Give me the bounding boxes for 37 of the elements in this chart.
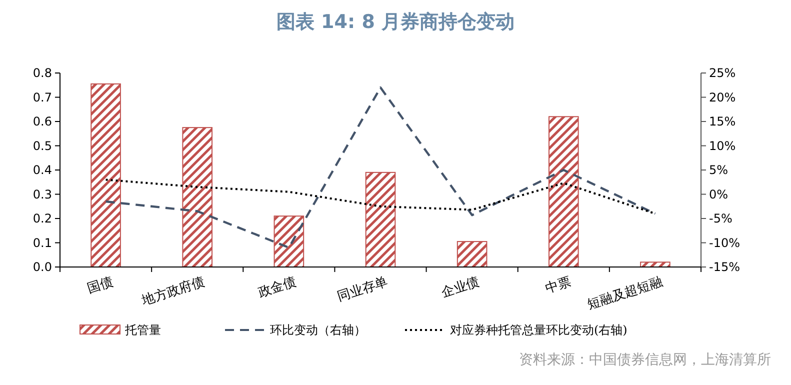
y-tick-label: 0.7 [32, 90, 52, 104]
x-tick-label: 国债 [86, 274, 116, 297]
bar [365, 172, 396, 268]
y2-tick-label: 5% [709, 163, 728, 177]
y-tick-label: 0.6 [32, 114, 52, 128]
x-tick-label: 短融及超短融 [586, 274, 664, 313]
y-tick-label: 0.5 [32, 138, 52, 153]
bar [90, 83, 121, 268]
x-tick-label: 政金债 [256, 274, 298, 301]
y2-tick-label: -5% [709, 212, 732, 226]
bar [548, 116, 579, 268]
x-tick-label: 中票 [544, 274, 573, 297]
y-tick-label: 0.0 [32, 260, 52, 274]
legend-label: 托管量 [124, 323, 161, 337]
x-tick-label: 地方政府债 [138, 274, 207, 310]
text: 资料来源：中国债券信息网，上海清算所 [519, 352, 771, 368]
y2-tick-label: -15% [709, 260, 740, 274]
bar [456, 241, 488, 268]
y-tick-label: 0.8 [32, 66, 52, 80]
y-tick-label: 0.1 [32, 236, 52, 250]
y2-tick-label: -10% [709, 236, 740, 250]
y2-tick-label: 20% [709, 90, 736, 104]
y2-tick-label: 15% [709, 114, 736, 128]
bar [274, 216, 304, 268]
x-tick-label: 同业存单 [336, 274, 390, 305]
legend-label: 环比变动（右轴） [270, 323, 366, 337]
bar [182, 127, 213, 268]
chart-title: 图表 14: 8 月券商持仓变动 [276, 11, 515, 33]
y-tick-label: 0.3 [32, 187, 52, 202]
y2-tick-label: 10% [709, 138, 736, 153]
y-tick-label: 0.4 [32, 163, 52, 177]
x-tick-label: 企业债 [440, 274, 482, 301]
y2-tick-label: 0% [709, 187, 728, 202]
line-series [104, 86, 656, 249]
y2-tick-label: 25% [709, 66, 736, 80]
y-tick-label: 0.2 [32, 212, 52, 226]
legend-label: 对应券种托管总量环比变动(右轴) [450, 323, 628, 337]
